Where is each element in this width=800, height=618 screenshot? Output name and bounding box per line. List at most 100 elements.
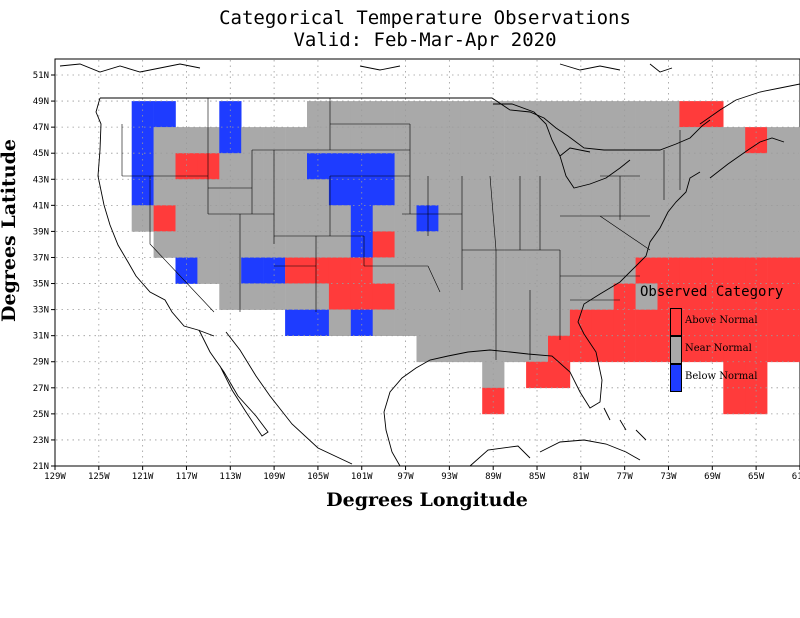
grid-cell [241, 283, 264, 310]
legend-swatch-above [670, 308, 682, 336]
grid-cell [635, 283, 658, 310]
grid-cell [197, 231, 220, 258]
grid-cell [175, 127, 198, 154]
mexico-coast-west [225, 331, 353, 465]
legend-label-near: Near Normal [685, 343, 752, 354]
grid-cell [657, 101, 680, 128]
legend: Observed Category Above Normal Near Norm… [636, 284, 800, 392]
grid-cell [372, 179, 395, 206]
grid-cell [723, 127, 746, 154]
grid-cell [526, 205, 549, 232]
grid-cell [723, 361, 746, 389]
y-tick-label: 21N [33, 462, 49, 472]
grid-cell [285, 231, 308, 258]
grid-cell [285, 309, 308, 336]
grid-cell [504, 101, 527, 128]
grid-cell [350, 153, 373, 180]
map-frame [54, 58, 800, 467]
grid-cell [438, 231, 461, 258]
grid-cell [745, 153, 768, 180]
grid-cell [548, 283, 571, 310]
grid-cell [307, 127, 330, 154]
grid-cell [504, 127, 527, 154]
y-tick-label: 49N [33, 97, 49, 107]
grid-cell [372, 127, 395, 154]
grid-cell [789, 335, 800, 363]
grid-cell [504, 205, 527, 232]
grid-cell [569, 153, 593, 180]
grid-cell [153, 101, 176, 128]
grid-cell [679, 153, 702, 180]
grid-cell [372, 205, 395, 232]
grid-cell [569, 205, 593, 232]
grid-cell [241, 205, 264, 232]
grid-cell [789, 231, 800, 258]
y-tick-label: 37N [33, 253, 49, 263]
grid-cell [263, 127, 286, 154]
grid-cell [657, 127, 680, 154]
grid-cell [569, 127, 593, 154]
grid-cell [504, 335, 527, 363]
grid-cell [569, 309, 593, 336]
grid-cell [394, 153, 417, 180]
boundary-lines [59, 63, 800, 467]
grid-cell [482, 335, 505, 363]
grid-cell [657, 153, 680, 180]
grid-cell [219, 127, 242, 154]
x-tick-label: 65W [748, 472, 765, 482]
grid-cell [416, 283, 439, 310]
grid-cell [307, 153, 330, 180]
grid-cell [372, 101, 395, 128]
grid-cell [197, 153, 220, 180]
grid-cell [153, 127, 176, 154]
grid-cell [723, 387, 746, 415]
x-tick-label: 89W [485, 472, 502, 482]
grid-cell [723, 153, 746, 180]
grid-cell [613, 127, 636, 154]
grid-cell [591, 101, 614, 128]
state-line [121, 98, 681, 360]
grid-cell [635, 231, 658, 258]
grid-cell [635, 179, 658, 206]
grid-cell [767, 205, 790, 232]
grid-cell [394, 309, 417, 336]
grid-cell [197, 127, 220, 154]
grid-cell [438, 257, 461, 284]
grid-cell [307, 257, 330, 284]
grid-cell [679, 335, 702, 363]
grid-cell [263, 231, 286, 258]
grid-cell [504, 283, 527, 310]
grid-cell [635, 335, 658, 363]
grid-cell [350, 205, 373, 232]
grid-cell [548, 231, 571, 258]
grid-cell [416, 127, 439, 154]
grid-cell [767, 335, 790, 363]
grid-cell [789, 153, 800, 180]
grid-cell [679, 205, 702, 232]
grid-cell [438, 127, 461, 154]
grid-cell [372, 283, 395, 310]
grid-cell [416, 231, 439, 258]
grid-cell [394, 231, 417, 258]
grid-cell [482, 231, 505, 258]
x-tick-label: 85W [529, 472, 546, 482]
grid-cell [569, 335, 593, 363]
x-axis-title: Degrees Longitude [326, 489, 528, 511]
great-lakes [493, 103, 631, 189]
grid-cell [416, 153, 439, 180]
grid-cell [701, 231, 724, 258]
grid-cell [679, 309, 702, 336]
grid-cell [285, 283, 308, 310]
grid-cell [635, 153, 658, 180]
grid-cell [548, 153, 571, 180]
cuba [539, 439, 641, 461]
x-tick-label: 73W [660, 472, 677, 482]
grid-cell [548, 257, 571, 284]
grid-cell [416, 205, 439, 232]
grid-cell [307, 309, 330, 336]
grid-cell [504, 231, 527, 258]
grid-cell [372, 257, 395, 284]
grid-cell [285, 179, 308, 206]
grid-cell [635, 127, 658, 154]
grid-cell [285, 127, 308, 154]
